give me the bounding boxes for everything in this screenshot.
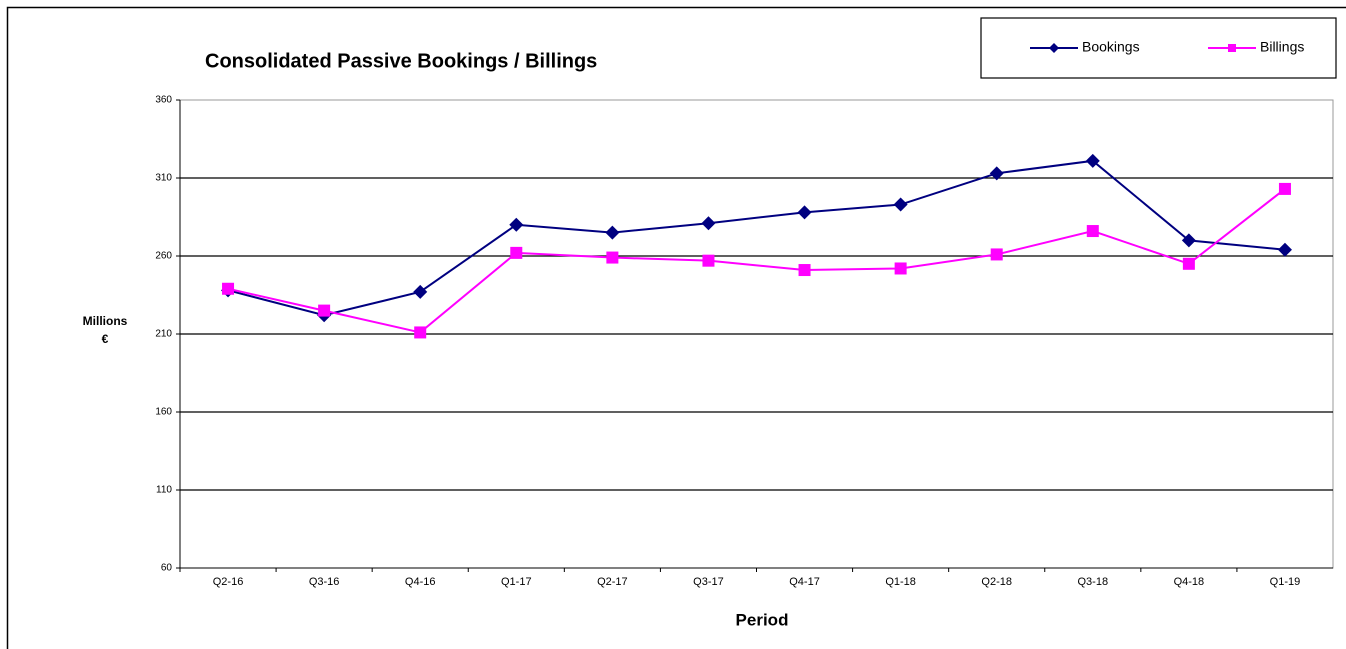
legend-marker (1228, 44, 1236, 52)
legend-label: Billings (1260, 39, 1304, 55)
legend-label: Bookings (1082, 39, 1140, 55)
y-tick-label: 310 (155, 173, 172, 184)
x-tick-label: Q3-17 (693, 576, 724, 588)
y-tick-label: 210 (155, 329, 172, 340)
y-tick-label: 260 (155, 251, 172, 262)
data-point (509, 217, 524, 232)
chart-title: Consolidated Passive Bookings / Billings (205, 50, 597, 72)
data-point (606, 251, 619, 264)
x-tick-label: Q3-16 (309, 576, 340, 588)
x-tick-label: Q2-17 (597, 576, 628, 588)
data-point (510, 246, 523, 259)
y-axis-label: Millions (83, 314, 128, 328)
series-line (227, 159, 1286, 317)
x-tick-label: Q3-18 (1078, 576, 1109, 588)
data-point (414, 326, 427, 339)
data-point (797, 205, 812, 220)
x-tick-label: Q1-19 (1270, 576, 1301, 588)
data-point (222, 282, 235, 295)
data-point (1086, 225, 1099, 238)
data-point (989, 166, 1004, 181)
legend-marker (1049, 43, 1059, 53)
data-point (893, 197, 908, 212)
data-point (413, 284, 428, 299)
data-point (990, 248, 1003, 261)
chart-frame (6, 6, 1346, 649)
x-tick-label: Q4-17 (789, 576, 820, 588)
x-tick-label: Q2-18 (981, 576, 1012, 588)
y-tick-label: 110 (156, 485, 172, 496)
x-axis-label: Period (736, 610, 789, 629)
data-point (894, 262, 907, 275)
y-tick-label: 60 (161, 563, 173, 574)
series-line (227, 188, 1286, 334)
data-point (1181, 233, 1196, 248)
data-point (1182, 257, 1195, 270)
x-tick-label: Q4-18 (1174, 576, 1205, 588)
data-point (798, 264, 811, 277)
y-tick-label: 360 (155, 95, 172, 106)
data-point (702, 254, 715, 267)
x-tick-label: Q2-16 (213, 576, 244, 588)
x-tick-label: Q1-18 (885, 576, 916, 588)
x-tick-label: Q1-17 (501, 576, 532, 588)
data-point (1277, 242, 1292, 257)
data-point (701, 216, 716, 231)
data-point (1278, 182, 1291, 195)
data-point (1085, 153, 1100, 168)
data-point (605, 225, 620, 240)
y-axis-label: € (102, 332, 109, 346)
y-tick-label: 160 (155, 407, 172, 418)
data-point (318, 304, 331, 317)
x-tick-label: Q4-16 (405, 576, 436, 588)
